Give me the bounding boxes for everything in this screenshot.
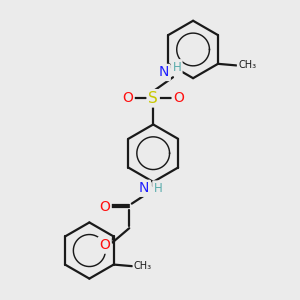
Text: N: N	[159, 65, 169, 80]
Text: S: S	[148, 91, 158, 106]
Text: CH₃: CH₃	[238, 60, 256, 70]
Text: CH₃: CH₃	[134, 260, 152, 271]
Text: O: O	[173, 91, 184, 105]
Text: H: H	[154, 182, 162, 195]
Text: N: N	[139, 181, 149, 195]
Text: O: O	[99, 200, 110, 214]
Text: H: H	[172, 61, 181, 74]
Text: O: O	[99, 238, 110, 252]
Text: O: O	[122, 91, 133, 105]
